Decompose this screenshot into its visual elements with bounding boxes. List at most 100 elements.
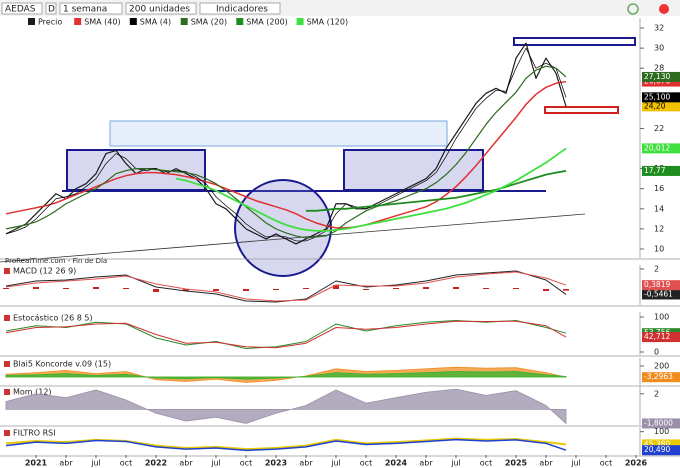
x-tick-label: abr [299, 459, 313, 468]
series-line [5, 438, 567, 452]
y-tick-label: 10 [654, 244, 664, 253]
x-tick-label: oct [240, 459, 252, 468]
zone-box [513, 37, 636, 46]
histogram-bar [483, 288, 489, 289]
histogram-bar [93, 287, 99, 289]
panel-title: Mom (12) [13, 388, 52, 397]
area [5, 366, 567, 383]
last-value-label: 42,712 [644, 332, 670, 341]
series-line [5, 80, 567, 229]
panel-title-bg [2, 359, 125, 369]
histogram-bar [423, 287, 429, 289]
units-box[interactable] [125, 2, 197, 15]
mode-box[interactable] [45, 2, 57, 15]
series-line [175, 147, 567, 232]
series-line [5, 42, 567, 245]
y-tick-label: 14 [654, 204, 664, 213]
last-value-box [642, 92, 680, 103]
histogram-bar [273, 289, 279, 290]
legend-swatch [236, 18, 244, 25]
symbol-box[interactable] [1, 2, 43, 15]
histogram-bar [453, 287, 459, 289]
legend-label: SMA (120) [307, 18, 349, 27]
panel-icon [4, 389, 10, 395]
histogram-bar [513, 288, 519, 289]
histogram-bar [213, 289, 219, 291]
last-value-label: 0,3819 [644, 280, 670, 289]
histogram-bar [63, 288, 69, 289]
x-tick-label: abr [419, 459, 433, 468]
period: 1 semana [63, 5, 107, 15]
area [5, 388, 567, 425]
indicators: Indicadores [216, 5, 268, 15]
panel-title-bg [2, 387, 51, 397]
panel-title: Blai5 Koncorde v.09 (15) [13, 360, 111, 369]
legend-swatch [28, 18, 35, 25]
trend-line [0, 213, 586, 263]
series-line [5, 65, 567, 239]
last-value-box [642, 332, 680, 343]
x-tick-label: 2024 [385, 459, 408, 468]
zone-circle [234, 179, 332, 277]
series-line [306, 170, 567, 212]
y-tick-label: 200 [654, 361, 669, 370]
last-value-label: -3,2963 [644, 372, 673, 381]
x-tick-label: 2021 [25, 459, 48, 468]
last-value-label: 45,380 [644, 439, 670, 448]
last-value-box [642, 280, 680, 291]
last-value-box [642, 372, 680, 383]
histogram-bar [153, 289, 159, 292]
y-tick-label: 100 [654, 427, 669, 436]
legend-label: SMA (200) [246, 18, 288, 27]
mode: D [48, 5, 55, 15]
zone-box [343, 149, 484, 191]
alert-icon[interactable] [659, 4, 669, 14]
last-value-box [642, 71, 680, 82]
legend-swatch [180, 18, 188, 25]
y-tick-label: 16 [654, 184, 664, 193]
zone-box [109, 120, 448, 147]
legend-label: SMA (4) [140, 18, 171, 27]
x-tick-label: 2026 [625, 459, 648, 468]
last-value-box [642, 101, 680, 112]
x-tick-label: jul [450, 459, 461, 468]
x-tick-label: 2023 [265, 459, 287, 468]
series-line [5, 47, 567, 242]
period-box[interactable] [59, 2, 123, 15]
legend-swatch [296, 18, 304, 25]
last-value-box [642, 445, 680, 456]
y-tick-label: 12 [654, 224, 664, 233]
x-tick-label: jul [330, 459, 341, 468]
last-value-label: -1,8000 [644, 418, 673, 427]
panel-icon [4, 361, 10, 367]
indicators-box[interactable] [199, 2, 281, 15]
panel-title: Estocástico (26 8 5) [13, 314, 93, 323]
histogram-bar [563, 289, 569, 291]
y-tick-label: 2 [654, 389, 659, 398]
histogram-bar [3, 288, 9, 289]
panel-title-bg [2, 428, 60, 438]
series-line [5, 271, 567, 302]
panel-icon [4, 268, 10, 274]
panel-title-bg [2, 266, 79, 276]
panel-title: MACD (12 26 9) [13, 267, 76, 276]
x-tick-label: 2022 [145, 459, 167, 468]
x-tick-label: abr [59, 459, 73, 468]
x-tick-label: oct [360, 459, 372, 468]
y-tick-label: 2 [654, 265, 659, 274]
refresh-icon[interactable] [627, 3, 639, 15]
watermark: ProRealTime.com - Fin de Día [5, 257, 107, 265]
histogram-bar [33, 287, 39, 289]
x-tick-label: abr [539, 459, 553, 468]
last-value-box [642, 418, 680, 429]
histogram-bar [363, 289, 369, 290]
legend-swatch [74, 18, 82, 25]
zone-box [66, 149, 206, 191]
panel-icon [4, 430, 10, 436]
last-value-label: 17,77 [644, 166, 666, 175]
last-value-box [642, 143, 680, 154]
units: 200 unidades [129, 5, 190, 15]
legend-swatch [129, 18, 137, 25]
x-tick-label: oct [480, 459, 492, 468]
